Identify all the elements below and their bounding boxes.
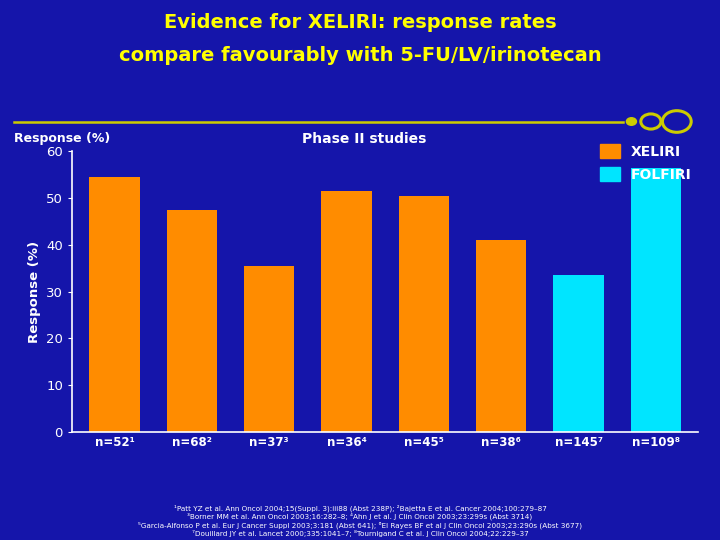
Bar [476,240,526,432]
Bar [631,167,681,432]
Text: compare favourably with 5-FU/LV/irinotecan: compare favourably with 5-FU/LV/irinotec… [119,46,601,65]
Bar [554,275,603,432]
Bar [89,177,140,432]
Text: Evidence for XELIRI: response rates: Evidence for XELIRI: response rates [163,14,557,32]
Bar [321,191,372,432]
Bar [399,195,449,432]
Bar [244,266,294,432]
Bar [167,210,217,432]
Y-axis label: Response (%): Response (%) [27,240,40,343]
Text: Phase II studies: Phase II studies [302,132,427,146]
Legend: XELIRI, FOLFIRI: XELIRI, FOLFIRI [600,144,691,182]
Text: ¹Patt YZ et al. Ann Oncol 2004;15(Suppl. 3):iii88 (Abst 238P); ²Bajetta E et al.: ¹Patt YZ et al. Ann Oncol 2004;15(Suppl.… [138,504,582,537]
Text: Response (%): Response (%) [14,132,111,145]
